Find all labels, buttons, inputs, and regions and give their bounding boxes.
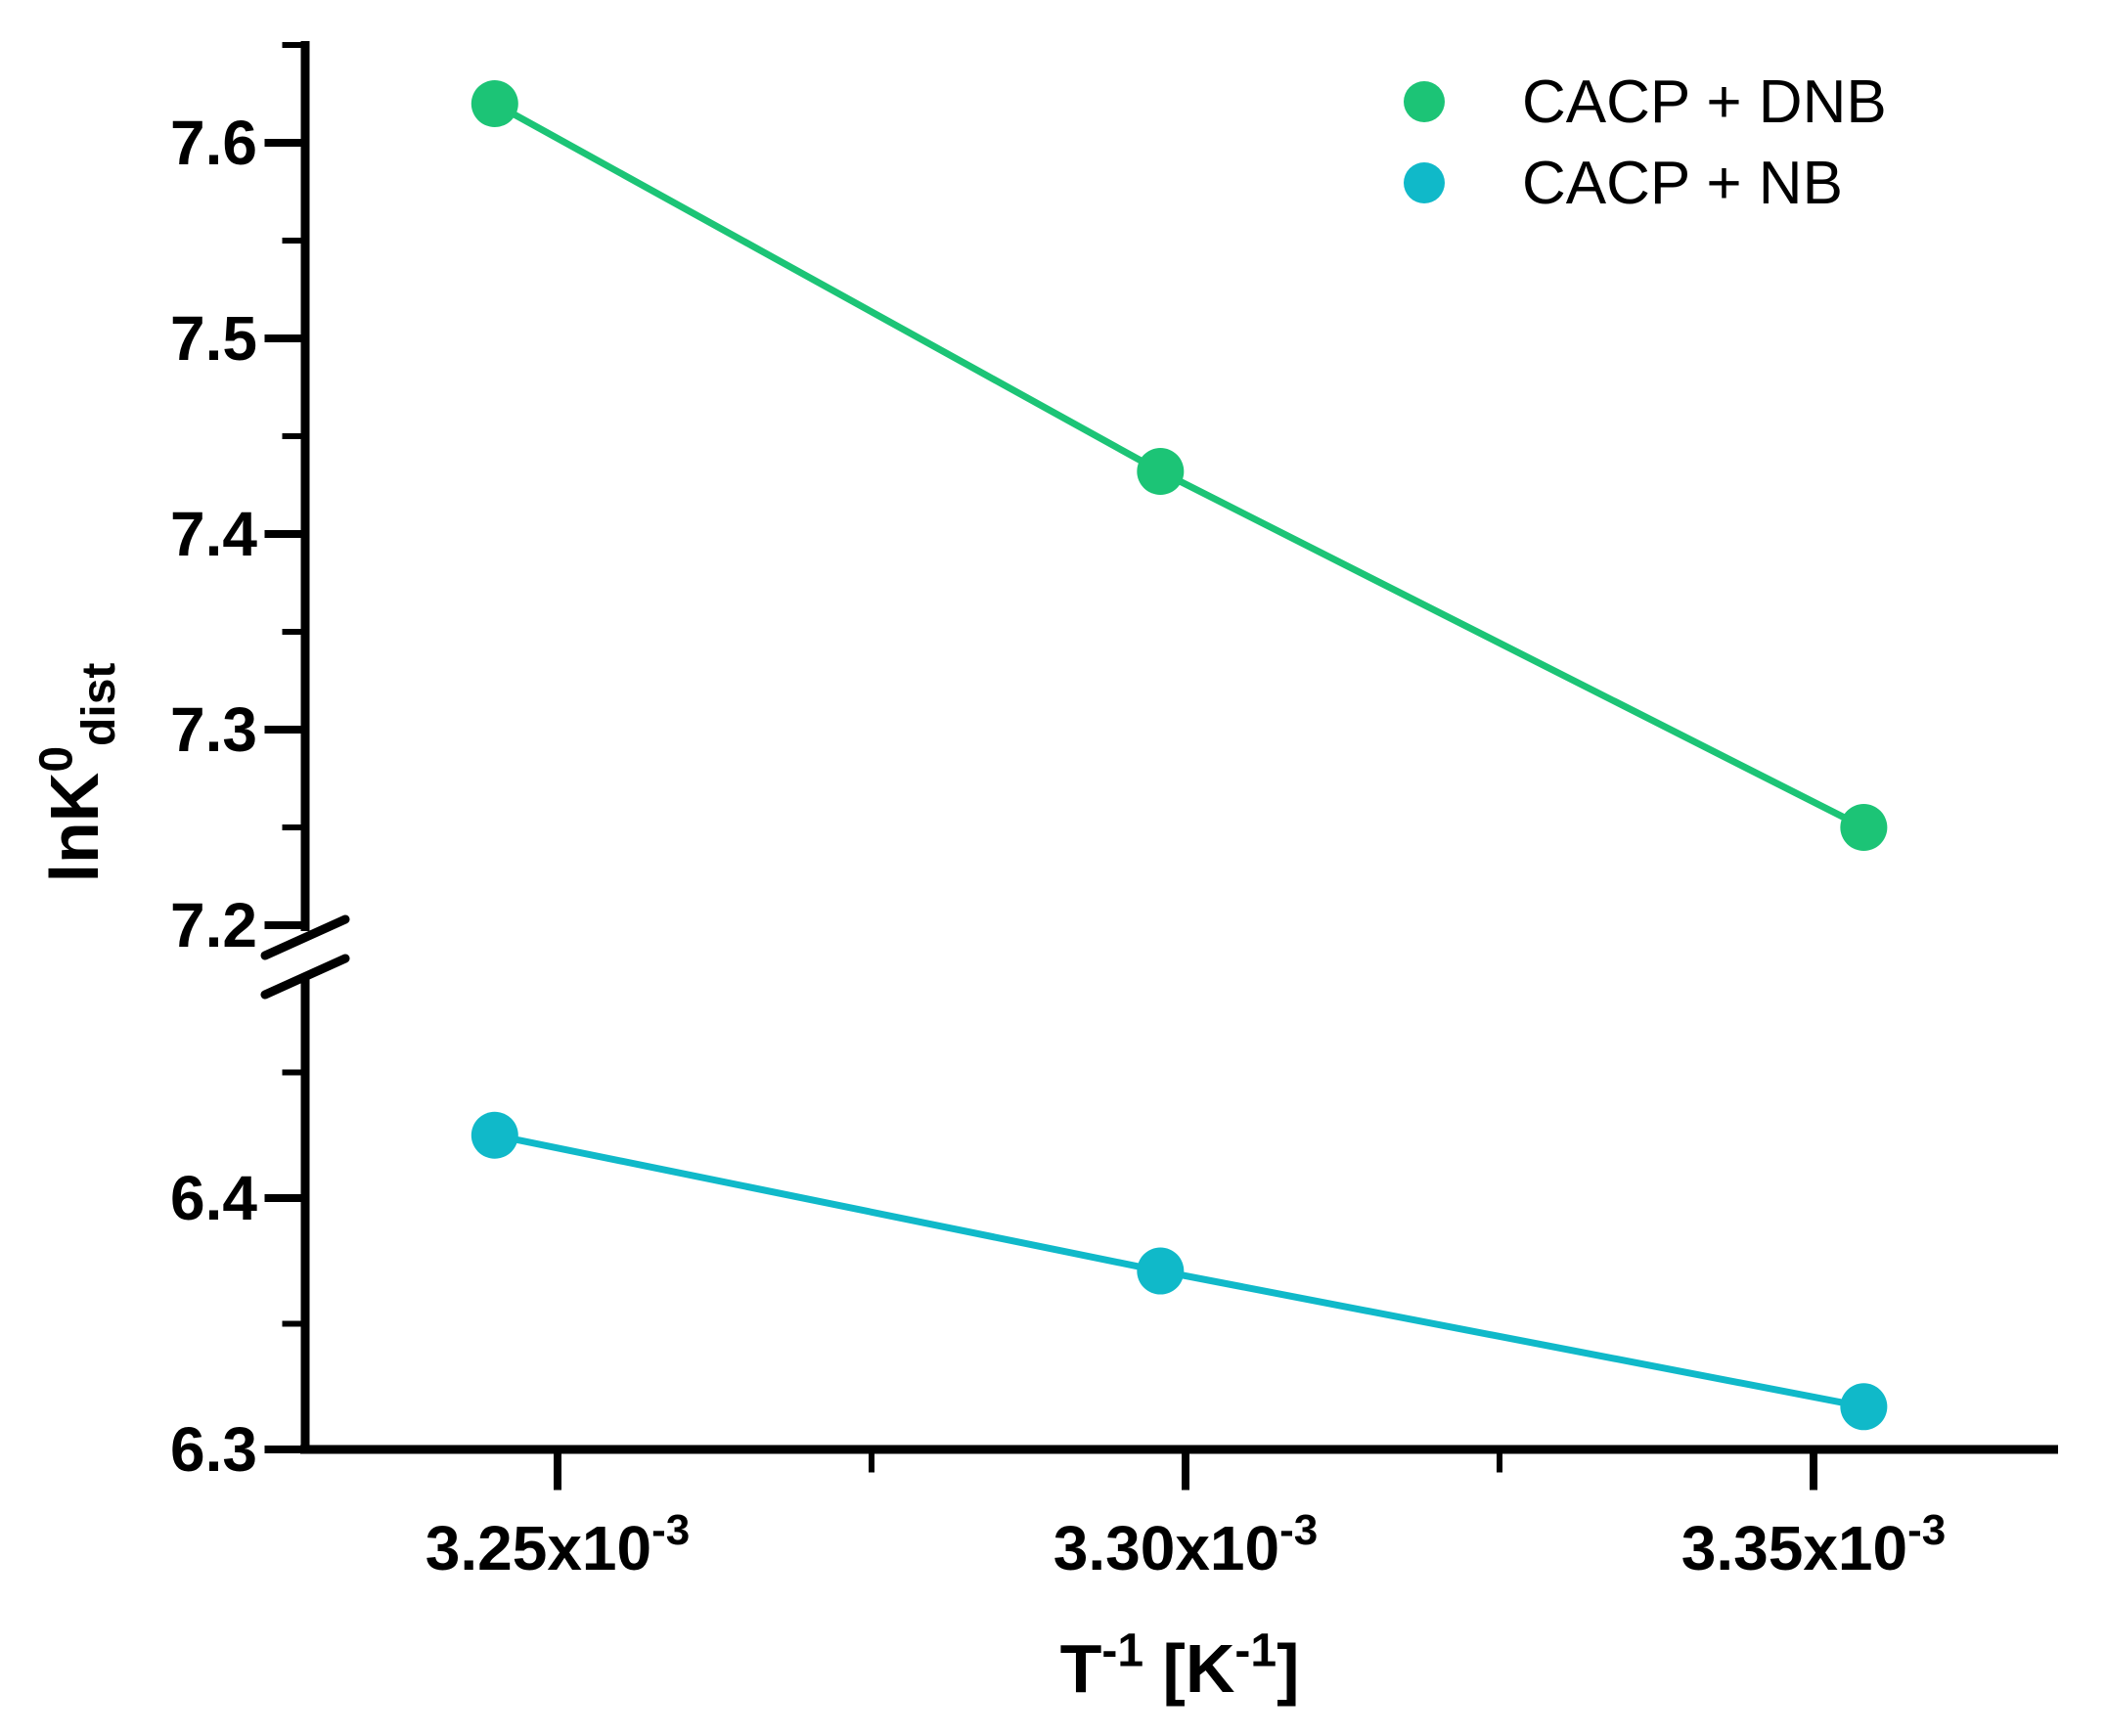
y-axis-break-slash (260, 954, 350, 1000)
y-tick-label: 7.5 (170, 303, 257, 374)
titles-group: T-1 [K-1] lnK0dist (30, 663, 1299, 1707)
x-tick-label: 3.35x10-3 (1681, 1506, 1946, 1583)
data-point (470, 80, 518, 127)
data-point (470, 1111, 518, 1159)
x-axis-title: T-1 [K-1] (1060, 1625, 1300, 1707)
y-tick-label: 7.4 (170, 499, 257, 569)
y-tick-label: 7.6 (170, 108, 257, 178)
legend-marker (1404, 162, 1445, 203)
x-tick-label: 3.30x10-3 (1053, 1506, 1318, 1583)
data-point (1137, 448, 1185, 495)
y-tick-label: 6.4 (170, 1163, 257, 1233)
legend-label: CACP + DNB (1522, 68, 1887, 136)
y-tick-label: 7.3 (170, 694, 257, 765)
y-tick-label: 6.3 (170, 1414, 257, 1485)
data-point (1840, 804, 1888, 851)
legend-group: CACP + DNB CACP + NB (1404, 68, 1887, 217)
x-tick-label: 3.25x10-3 (426, 1506, 690, 1583)
axes-group: 7.6 7.5 7.4 7.3 7.2 6.4 6.3 3.25x10-3 3.30x10-3 3… (170, 41, 2058, 1583)
legend-label: CACP + NB (1522, 150, 1843, 217)
y-tick-label: 7.2 (170, 890, 257, 960)
data-point (1137, 1247, 1185, 1295)
data-point (1840, 1383, 1888, 1431)
y-axis-title: lnK0dist (30, 663, 124, 883)
series-group (470, 80, 1888, 1431)
y-axis-break-slash (260, 914, 350, 960)
legend-marker (1404, 81, 1445, 122)
